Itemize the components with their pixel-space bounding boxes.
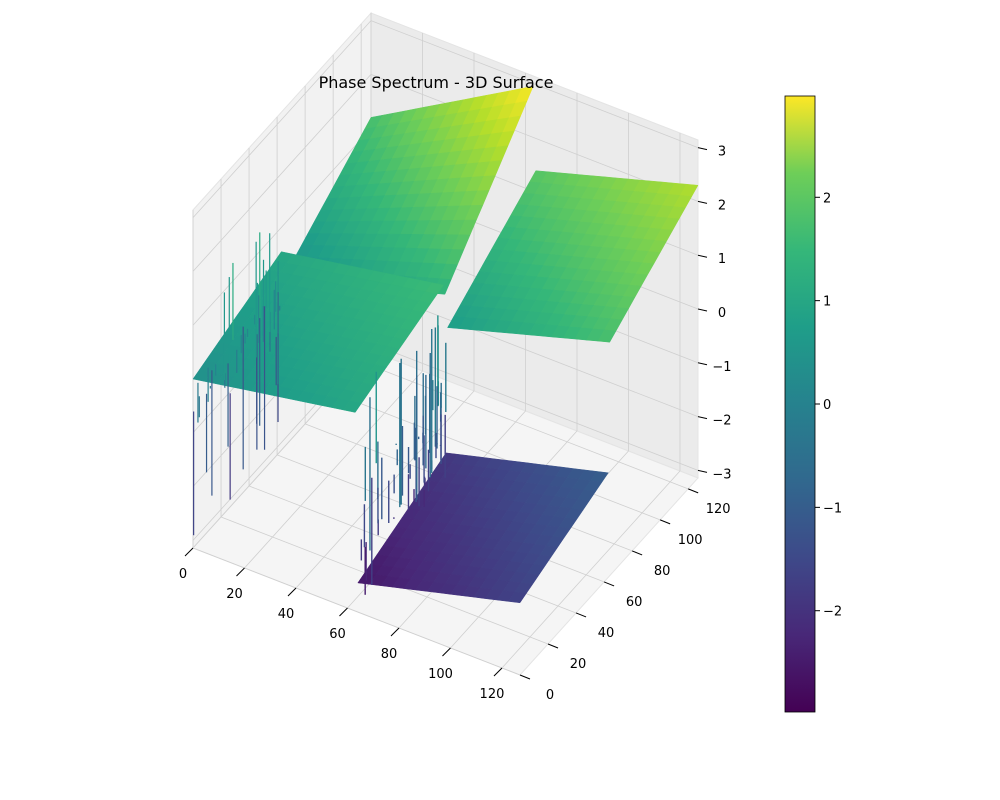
x-tick-label: 40 [278, 607, 295, 622]
y-tick-label: 120 [706, 502, 731, 517]
surface-mesh [192, 85, 699, 604]
x-tick-label: 100 [428, 667, 453, 682]
surface-quadrant-1 [357, 452, 609, 604]
colorbar-tick-label: −2 [823, 605, 842, 620]
x-tick-label: 20 [226, 587, 243, 602]
x-tick-label: 0 [179, 567, 187, 582]
colorbar-tick-label: 1 [823, 295, 831, 310]
y-tick-label: 80 [654, 564, 671, 579]
axis-ticks: 0 20 40 60 80 100 120 0 20 40 60 80 100 120 −3 −2 −1 0 1 2 3 [179, 145, 732, 703]
z-tick-label: 0 [718, 306, 726, 321]
colorbar-tick-label: 0 [823, 398, 831, 413]
colorbar-tick-label: −1 [823, 501, 842, 516]
colorbar-ticks: −2 −1 0 1 2 [815, 191, 842, 620]
z-tick-label: −2 [712, 414, 731, 429]
surface-spikes [193, 232, 447, 595]
x-tick-label: 80 [381, 647, 398, 662]
y-tick-label: 40 [598, 626, 615, 641]
surface-cell [343, 400, 362, 413]
z-tick-label: 1 [718, 252, 726, 267]
z-tick-label: 3 [718, 145, 726, 160]
colorbar [784, 95, 816, 713]
z-tick-label: 2 [718, 198, 726, 213]
chart-title: Phase Spectrum - 3D Surface [319, 73, 554, 92]
y-tick-label: 0 [546, 688, 554, 703]
z-tick-label: −1 [712, 360, 731, 375]
x-tick-label: 60 [329, 627, 346, 642]
colorbar-tick-label: 2 [823, 191, 831, 206]
surface-quadrant-3 [447, 170, 699, 343]
z-tick-label: −3 [712, 467, 731, 482]
surface-cell [597, 329, 617, 343]
x-tick-label: 120 [480, 687, 505, 702]
y-tick-label: 100 [678, 533, 703, 548]
surface-cell [507, 591, 527, 604]
y-tick-label: 60 [626, 595, 643, 610]
y-tick-label: 20 [570, 657, 587, 672]
